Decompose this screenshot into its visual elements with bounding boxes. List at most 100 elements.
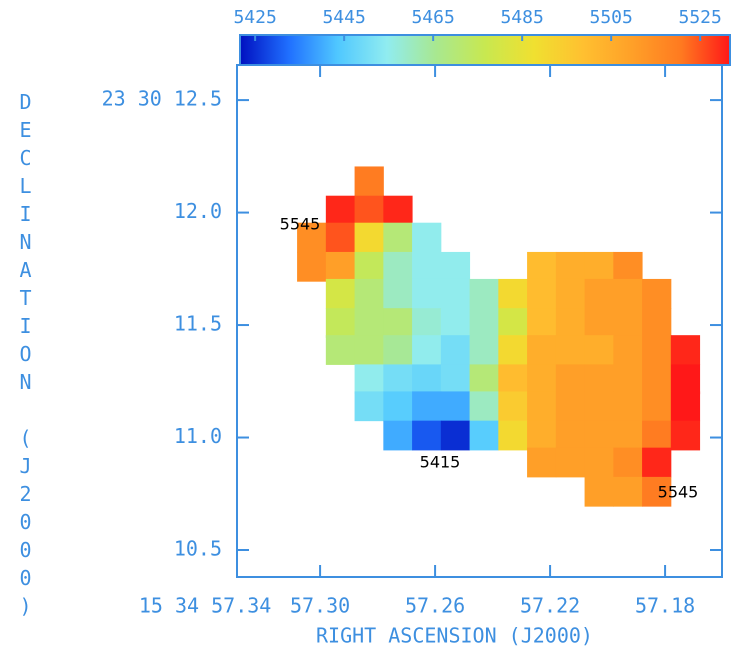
heatmap-cell xyxy=(383,420,413,451)
heatmap-cell xyxy=(383,391,413,422)
heatmap-cell xyxy=(642,278,672,309)
heatmap-cell xyxy=(584,251,614,282)
heatmap-cell xyxy=(555,391,586,422)
x-tick-label: 57.18 xyxy=(635,594,695,618)
heatmap-cell xyxy=(383,364,413,395)
x-tick-label: 57.30 xyxy=(290,594,350,618)
heatmap-cell xyxy=(527,335,557,365)
heatmap-cell xyxy=(469,364,499,395)
heatmap-cell xyxy=(642,420,672,451)
heatmap-cell xyxy=(440,308,471,338)
y-axis-title: DECLINATION (J2000) xyxy=(14,90,38,622)
heatmap-cell xyxy=(498,391,528,422)
y-tick-label: 11.5 xyxy=(174,312,222,336)
y-tick-label: 12.0 xyxy=(174,199,222,223)
heatmap-cell xyxy=(354,308,384,338)
heatmap-cell xyxy=(297,251,327,282)
heatmap-cell xyxy=(642,364,672,395)
heatmap-cell xyxy=(354,391,384,422)
heatmap-cell xyxy=(498,278,528,309)
heatmap-cell xyxy=(469,278,499,309)
heatmap-cell xyxy=(383,251,413,282)
heatmap-cell xyxy=(527,391,557,422)
heatmap-cell xyxy=(354,364,384,395)
heatmap-cell xyxy=(498,335,528,365)
heatmap-cell xyxy=(325,308,356,338)
heatmap-cell xyxy=(613,447,643,478)
heatmap-cell xyxy=(527,278,557,309)
heatmap-cell xyxy=(354,195,384,226)
heatmap-cell xyxy=(440,251,471,282)
heatmap-cell xyxy=(412,278,442,309)
annotation: 5415 xyxy=(420,453,461,472)
heatmap-cell xyxy=(498,308,528,338)
heatmap-cell xyxy=(584,278,614,309)
heatmap-cell xyxy=(325,335,356,365)
annotation: 5545 xyxy=(280,215,321,234)
heatmap-cell xyxy=(642,308,672,338)
heatmap-cell xyxy=(584,308,614,338)
heatmap-cell xyxy=(469,335,499,365)
heatmap-cell xyxy=(383,222,413,253)
heatmap-cell xyxy=(412,308,442,338)
heatmap-cell xyxy=(383,195,413,226)
heatmap-cell xyxy=(555,420,586,451)
heatmap-cell xyxy=(383,278,413,309)
heatmap-cell xyxy=(383,308,413,338)
heatmap-cell xyxy=(412,364,442,395)
heatmap-cell xyxy=(527,364,557,395)
colorbar-tick-label: 5525 xyxy=(679,7,722,28)
x-axis-title: RIGHT ASCENSION (J2000) xyxy=(316,624,593,648)
heatmap-cell xyxy=(555,251,586,282)
heatmap-cell xyxy=(642,391,672,422)
heatmap-cell xyxy=(325,278,356,309)
heatmap-cell xyxy=(440,278,471,309)
heatmap-cell xyxy=(498,420,528,451)
heatmap-cell xyxy=(325,195,356,226)
heatmap-cell xyxy=(354,278,384,309)
heatmap-cell xyxy=(555,335,586,365)
heatmap-cell xyxy=(412,420,442,451)
heatmap-cell xyxy=(354,335,384,365)
colorbar-tick-label: 5505 xyxy=(589,7,632,28)
heatmap-cell xyxy=(670,420,701,451)
heatmap xyxy=(297,166,701,507)
heatmap-cell xyxy=(383,335,413,365)
heatmap-cell xyxy=(527,251,557,282)
heatmap-cell xyxy=(440,335,471,365)
heatmap-cell xyxy=(613,391,643,422)
y-tick-label: 11.0 xyxy=(174,424,222,448)
heatmap-cell xyxy=(613,278,643,309)
heatmap-cell xyxy=(527,308,557,338)
heatmap-cell xyxy=(613,251,643,282)
heatmap-cell xyxy=(412,251,442,282)
heatmap-cell xyxy=(584,447,614,478)
colorbar-tick-label: 5445 xyxy=(322,7,365,28)
heatmap-cell xyxy=(354,166,384,197)
heatmap-cell xyxy=(412,335,442,365)
heatmap-cell xyxy=(613,308,643,338)
heatmap-cell xyxy=(440,364,471,395)
heatmap-cell xyxy=(584,476,614,507)
heatmap-cell xyxy=(555,278,586,309)
heatmap-cell xyxy=(670,335,701,365)
heatmap-cell xyxy=(584,335,614,365)
heatmap-cell xyxy=(613,335,643,365)
heatmap-cell xyxy=(584,364,614,395)
heatmap-cell xyxy=(642,335,672,365)
heatmap-cell xyxy=(354,222,384,253)
heatmap-cell xyxy=(325,251,356,282)
annotation: 5545 xyxy=(658,483,699,502)
colorbar-tick-label: 5485 xyxy=(500,7,543,28)
heatmap-cell xyxy=(469,420,499,451)
heatmap-cell xyxy=(613,420,643,451)
heatmap-cell xyxy=(670,364,701,395)
heatmap-cell xyxy=(555,447,586,478)
x-tick-label: 57.22 xyxy=(520,594,580,618)
heatmap-cell xyxy=(412,391,442,422)
heatmap-cell xyxy=(642,447,672,478)
heatmap-cell xyxy=(584,420,614,451)
heatmap-cell xyxy=(613,364,643,395)
heatmap-cell xyxy=(325,222,356,253)
